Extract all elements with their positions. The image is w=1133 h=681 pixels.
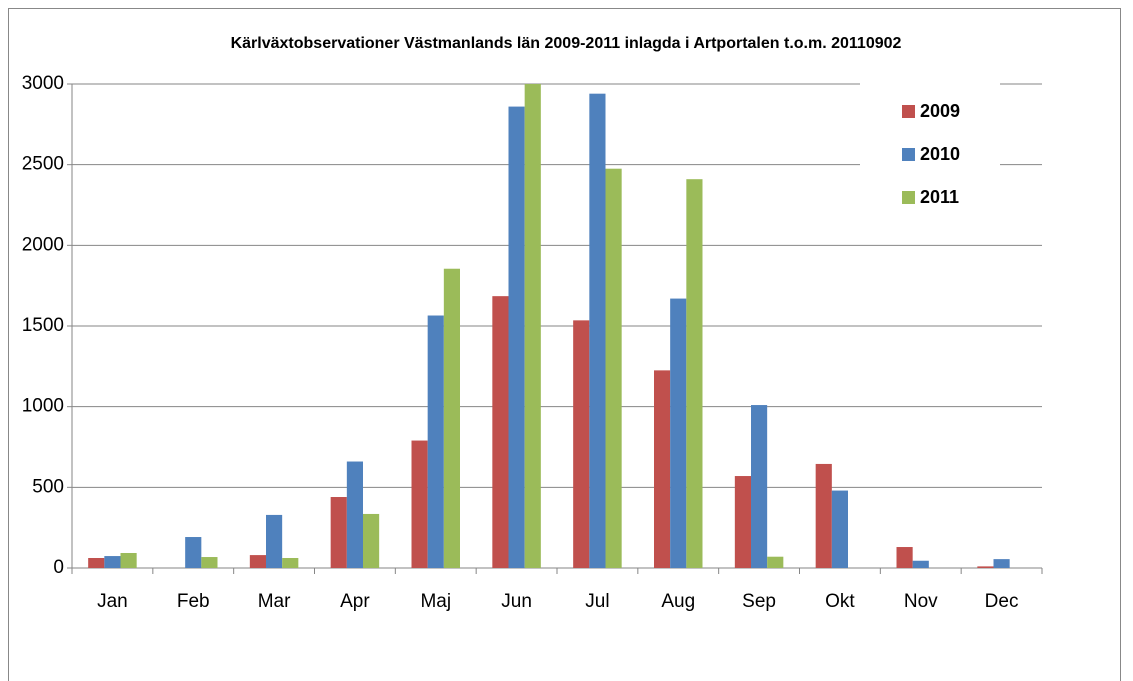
- y-tick-label: 2000: [22, 234, 64, 255]
- x-tick-label: Okt: [825, 591, 855, 612]
- legend-label: 2010: [920, 144, 960, 164]
- x-tick-label: Aug: [661, 591, 695, 612]
- bar: [912, 560, 929, 568]
- bar: [654, 370, 671, 568]
- y-tick-label: 3000: [22, 73, 64, 94]
- bar: [266, 514, 283, 568]
- legend-label: 2011: [920, 187, 959, 207]
- bar: [346, 461, 363, 568]
- bar: [282, 557, 299, 568]
- bar: [573, 320, 590, 568]
- y-tick-label: 1000: [22, 396, 64, 417]
- x-tick-label: Dec: [985, 591, 1019, 612]
- x-tick-label: Feb: [177, 591, 210, 612]
- bar: [492, 296, 509, 568]
- y-tick-label: 1500: [22, 315, 64, 336]
- legend-label: 2009: [920, 101, 960, 121]
- x-tick-label: Mar: [258, 591, 291, 612]
- y-tick-label: 0: [53, 557, 64, 578]
- bar: [751, 405, 768, 568]
- bar: [120, 552, 137, 568]
- bar: [363, 513, 380, 568]
- x-tick-label: Maj: [420, 591, 451, 612]
- legend-bg: [860, 82, 1000, 212]
- chart-title: Kärlväxtobservationer Västmanlands län 2…: [231, 35, 902, 52]
- bar: [443, 268, 460, 568]
- bar: [589, 93, 606, 569]
- bar: [734, 476, 751, 568]
- y-tick-label: 500: [32, 476, 64, 497]
- bar: [249, 555, 266, 568]
- y-tick-label: 2500: [22, 154, 64, 175]
- bar: [977, 566, 994, 568]
- x-tick-label: Sep: [742, 591, 776, 612]
- x-tick-label: Apr: [340, 591, 370, 612]
- bar: [201, 557, 218, 568]
- x-tick-label: Jul: [585, 591, 609, 612]
- bar: [605, 168, 622, 568]
- legend-swatch: [902, 148, 915, 161]
- bar: [670, 298, 687, 568]
- bar: [815, 463, 832, 568]
- x-tick-label: Nov: [904, 591, 938, 612]
- bar: [185, 537, 202, 568]
- bar: [427, 315, 444, 568]
- bar: [524, 84, 541, 568]
- x-tick-label: Jun: [501, 591, 532, 612]
- bar: [104, 556, 121, 568]
- bar: [767, 556, 784, 568]
- legend-swatch: [902, 105, 915, 118]
- bar: [411, 440, 428, 568]
- bar: [88, 557, 105, 568]
- bar: [686, 179, 703, 569]
- legend-swatch: [902, 191, 915, 204]
- x-tick-label: Jan: [97, 591, 128, 612]
- bar: [896, 547, 913, 568]
- bar: [330, 497, 347, 568]
- bar: [993, 559, 1010, 568]
- bar: [831, 490, 848, 568]
- bar: [508, 106, 525, 568]
